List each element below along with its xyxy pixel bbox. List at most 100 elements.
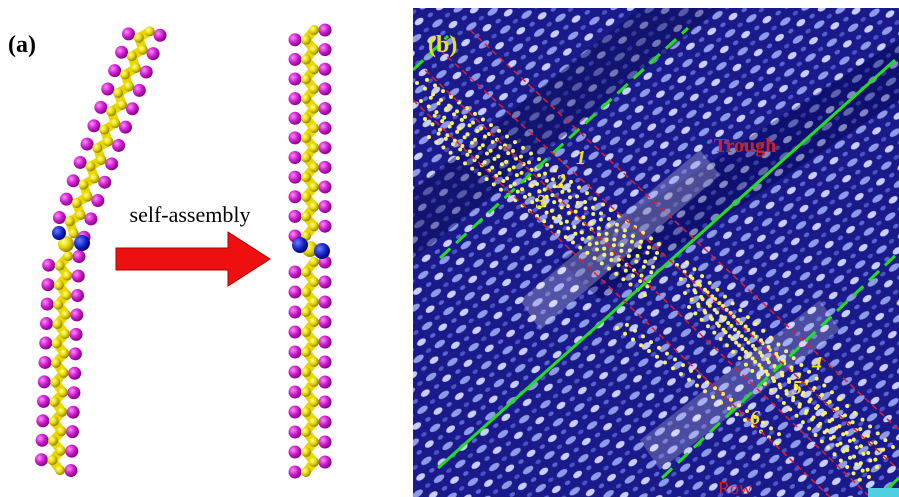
atom <box>309 182 319 192</box>
overlay-atom <box>861 452 865 456</box>
overlay-atom <box>612 237 616 241</box>
atom <box>289 366 302 379</box>
overlay-atom <box>481 118 485 122</box>
overlay-atom <box>777 432 781 436</box>
overlay-atom <box>891 445 895 449</box>
overlay-atom <box>564 235 568 239</box>
overlay-atom <box>615 223 619 227</box>
overlay-atom <box>490 166 494 170</box>
overlay-atom <box>687 378 691 382</box>
overlay-atom <box>599 211 603 215</box>
atom <box>309 84 319 94</box>
atom <box>66 425 79 438</box>
overlay-atom <box>423 117 427 121</box>
annotation: Row <box>718 478 752 497</box>
atom <box>101 82 114 95</box>
atom <box>289 112 302 125</box>
atom <box>83 192 93 202</box>
atom <box>314 243 330 259</box>
overlay-atom <box>631 234 635 238</box>
atom <box>52 338 62 348</box>
atom <box>309 45 319 55</box>
overlay-atom <box>750 369 754 373</box>
atom <box>319 396 332 409</box>
overlay-atom <box>580 230 584 234</box>
atom <box>289 92 302 105</box>
overlay-atom <box>717 301 721 305</box>
atom <box>289 406 302 419</box>
overlay-atom <box>641 334 645 338</box>
overlay-atom <box>833 452 837 456</box>
overlay-atom <box>523 195 527 199</box>
overlay-atom <box>433 114 437 118</box>
atom <box>319 376 332 389</box>
overlay-atom <box>643 259 647 263</box>
overlay-atom <box>746 315 750 319</box>
marker: 5 <box>792 377 802 399</box>
overlay-atom <box>858 427 862 431</box>
overlay-atom <box>577 186 581 190</box>
overlay-atom <box>489 123 493 127</box>
overlay-atom <box>848 439 852 443</box>
overlay-atom <box>671 366 675 370</box>
atom <box>36 414 49 427</box>
overlay-atom <box>478 146 482 150</box>
overlay-atom <box>545 179 549 183</box>
overlay-atom <box>519 155 523 159</box>
overlay-atom <box>614 229 618 233</box>
overlay-atom <box>686 284 690 288</box>
atom <box>309 297 319 307</box>
overlay-atom <box>816 424 820 428</box>
atom <box>98 176 111 189</box>
atom <box>127 51 137 61</box>
overlay-atom <box>465 153 469 157</box>
overlay-atom <box>830 390 834 394</box>
overlay-atom <box>848 456 852 460</box>
overlay-atom <box>545 163 549 167</box>
overlay-atom <box>504 160 508 164</box>
overlay-atom <box>820 439 824 443</box>
panel-label: (b) <box>428 32 457 58</box>
overlay-atom <box>778 385 782 389</box>
overlay-atom <box>761 329 765 333</box>
atom <box>289 466 302 479</box>
overlay-atom <box>507 168 511 172</box>
atom <box>319 336 332 349</box>
overlay-atom <box>620 243 624 247</box>
atom <box>319 220 332 233</box>
atom <box>289 286 302 299</box>
overlay-atom <box>725 343 729 347</box>
atom <box>108 64 121 77</box>
overlay-atom <box>597 226 601 230</box>
overlay-atom <box>581 215 585 219</box>
overlay-atom <box>535 182 539 186</box>
overlay-atom <box>605 232 609 236</box>
atom <box>301 54 311 64</box>
atom <box>87 119 100 132</box>
overlay-atom <box>530 200 534 204</box>
overlay-atom <box>860 418 864 422</box>
atom <box>309 257 319 267</box>
overlay-atom <box>861 469 865 473</box>
atom <box>113 88 123 98</box>
atom <box>96 155 106 165</box>
overlay-atom <box>475 129 479 133</box>
atom <box>59 368 69 378</box>
overlay-atom <box>708 281 712 285</box>
overlay-atom <box>776 395 780 399</box>
overlay-atom <box>584 206 588 210</box>
overlay-atom <box>737 331 741 335</box>
overlay-atom <box>448 125 452 129</box>
atom <box>38 375 51 388</box>
overlay-atom <box>521 146 525 150</box>
atom <box>35 453 48 466</box>
overlay-atom <box>821 413 825 417</box>
overlay-atom <box>433 84 437 88</box>
overlay-atom <box>649 237 653 241</box>
atom <box>91 194 104 207</box>
atom <box>319 180 332 193</box>
overlay-atom <box>485 152 489 156</box>
overlay-atom <box>597 233 601 237</box>
atom <box>55 261 65 271</box>
atom <box>301 172 311 182</box>
